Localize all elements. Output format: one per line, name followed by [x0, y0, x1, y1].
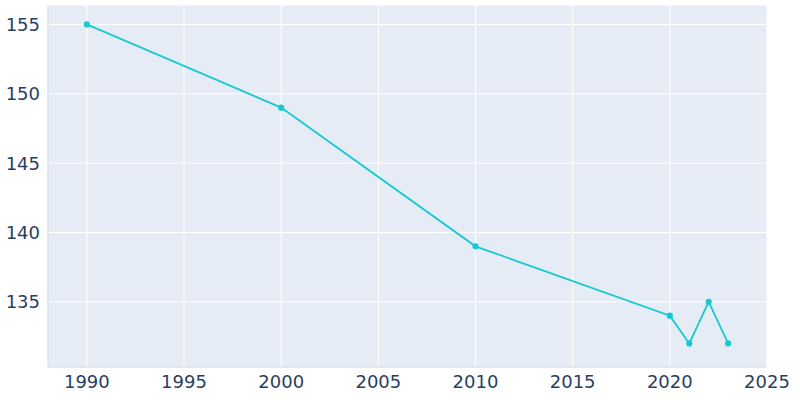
svg-text:2020: 2020: [647, 371, 693, 392]
svg-text:1995: 1995: [161, 371, 207, 392]
svg-text:2010: 2010: [453, 371, 499, 392]
svg-text:2025: 2025: [744, 371, 790, 392]
svg-text:155: 155: [8, 14, 40, 35]
svg-text:145: 145: [8, 153, 40, 174]
svg-text:2015: 2015: [550, 371, 596, 392]
svg-text:135: 135: [8, 291, 40, 312]
svg-text:2000: 2000: [258, 371, 304, 392]
svg-text:140: 140: [8, 222, 40, 243]
svg-text:150: 150: [8, 83, 40, 104]
svg-text:2005: 2005: [355, 371, 401, 392]
svg-text:1990: 1990: [64, 371, 110, 392]
